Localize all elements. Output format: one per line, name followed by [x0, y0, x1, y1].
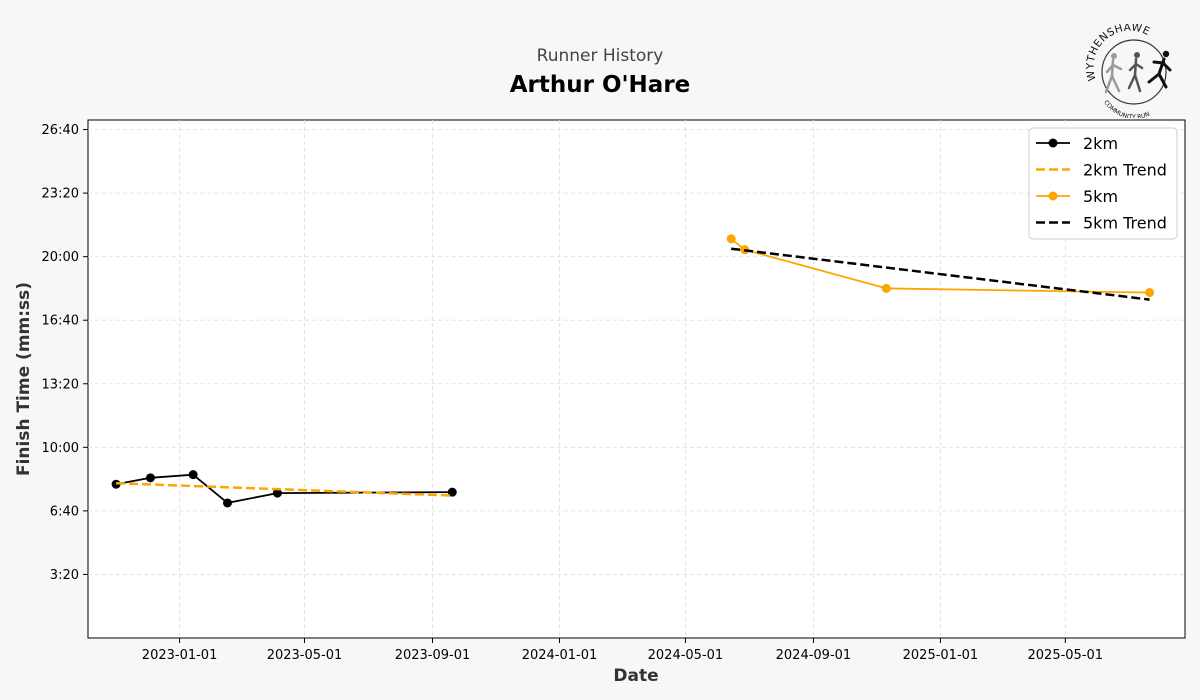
y-tick-label: 16:40	[42, 314, 79, 329]
series-line-2km	[115, 473, 453, 504]
plot-area	[87, 119, 1186, 639]
x-tick-label: 2024-09-01	[776, 648, 852, 663]
x-tick-label: 2023-01-01	[142, 648, 218, 663]
legend-label-2km-trend: 2km Trend	[1083, 161, 1167, 180]
y-tick-label: 20:00	[42, 250, 79, 265]
y-tick-label: 13:20	[42, 377, 79, 392]
data-point-2km	[272, 488, 282, 498]
data-point-5km	[1145, 288, 1155, 298]
x-tick-label: 2025-01-01	[903, 648, 979, 663]
series-line-2km-trend	[116, 481, 453, 497]
data-point-5km	[881, 283, 891, 293]
x-tick-label: 2023-09-01	[395, 648, 471, 663]
x-tick-label: 2025-05-01	[1028, 648, 1104, 663]
runner-figure-mid	[1127, 52, 1144, 93]
data-point-2km	[222, 498, 232, 508]
data-series	[111, 234, 1155, 508]
data-point-2km	[447, 487, 457, 497]
chart-legend: 2km 2km Trend 5km 5km Trend	[1028, 127, 1178, 240]
data-point-5km	[726, 234, 736, 244]
y-axis-ticks: 3:20 6:40 10:00 13:20 16:40 20:00 23:20 26:40	[42, 123, 88, 583]
series-line-5km	[730, 238, 1150, 294]
grid-lines	[88, 120, 1185, 638]
legend-label-5km: 5km	[1083, 187, 1118, 206]
chart-subtitle: Runner History	[536, 46, 664, 66]
x-axis-ticks: 2023-01-01 2023-05-01 2023-09-01 2024-01-01…	[142, 638, 1103, 663]
y-tick-label: 6:40	[50, 504, 79, 519]
x-tick-label: 2024-05-01	[648, 648, 724, 663]
legend-marker-2km	[1048, 138, 1058, 148]
series-line-5km-trend	[731, 247, 1150, 301]
legend-label-5km-trend: 5km Trend	[1083, 214, 1167, 233]
y-axis-title: Finish Time (mm:ss)	[14, 282, 34, 476]
y-tick-label: 23:20	[42, 187, 79, 202]
x-tick-label: 2023-05-01	[267, 648, 343, 663]
y-tick-label: 3:20	[50, 568, 79, 583]
data-point-2km	[188, 470, 198, 480]
y-tick-label: 26:40	[42, 123, 79, 138]
runner-figure-light	[1104, 53, 1123, 94]
y-tick-label: 10:00	[42, 441, 79, 456]
x-axis-title: Date	[613, 666, 658, 686]
data-point-2km	[145, 473, 155, 483]
legend-marker-5km	[1048, 191, 1058, 201]
legend-label-2km: 2km	[1083, 134, 1118, 153]
runner-figure-dark	[1147, 50, 1172, 89]
legend-box	[1028, 127, 1178, 240]
x-tick-label: 2024-01-01	[522, 648, 598, 663]
wythenshawe-logo: WYTHENSHAWE COMMUNITY RUN	[1084, 24, 1172, 118]
runner-name-title: Arthur O'Hare	[509, 72, 691, 98]
